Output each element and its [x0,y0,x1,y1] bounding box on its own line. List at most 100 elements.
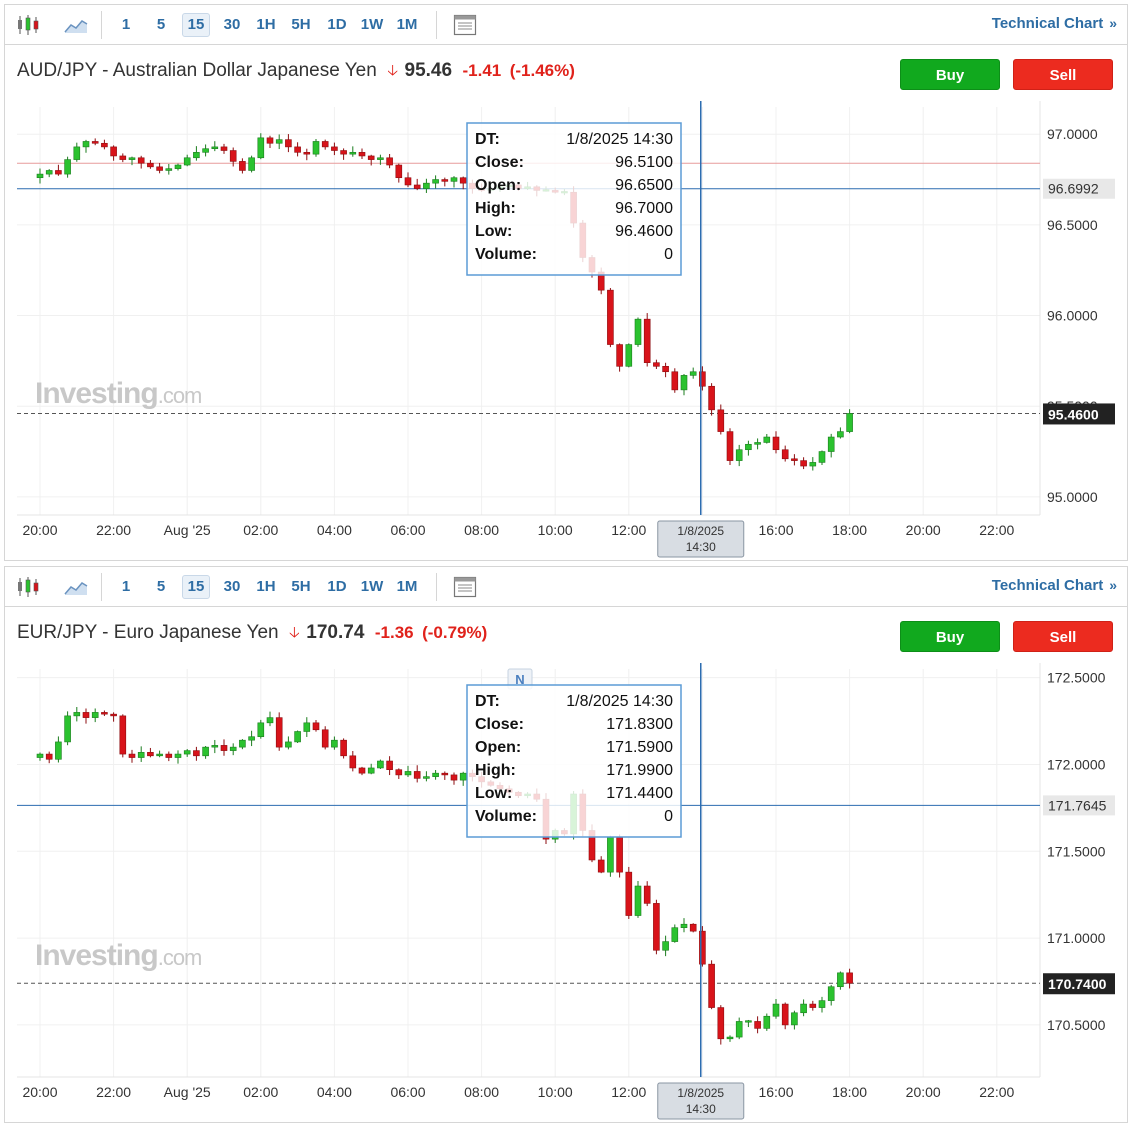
crosshair-time-box [657,520,745,558]
area-chart-icon[interactable] [63,575,89,599]
candle-body [248,157,255,171]
area-chart-icon[interactable] [63,13,89,37]
candle-body [745,443,752,451]
interval-15[interactable]: 15 [182,575,210,599]
crosshair-price-label: 171.7645 [1048,797,1107,813]
candle-body [625,871,633,916]
instrument-change-pct: (-0.79%) [422,623,488,642]
candle-body [110,713,117,717]
x-tick-label: 18:00 [832,1084,867,1100]
candle-body [82,141,90,148]
candle-body [202,148,209,153]
candlestick-chart[interactable]: Investing.com97.000096.500096.000095.500… [5,101,1127,561]
candle-body [275,717,283,748]
candle-body [726,431,734,461]
technical-chart-link[interactable]: Technical Chart » [992,15,1117,32]
candle-body [708,963,715,1008]
instrument-change: -1.36 [374,623,414,642]
candle-body [248,736,255,741]
candle-body [395,769,403,776]
candle-body [827,986,835,1001]
last-price-label: 170.7400 [1048,976,1107,992]
interval-5[interactable]: 5 [156,578,166,595]
interval-1m[interactable]: 1M [396,16,418,33]
candle-body [459,772,467,781]
interval-5h[interactable]: 5H [291,578,311,595]
candle-body [846,972,853,984]
buy-button[interactable]: Buy [900,59,1000,90]
tooltip-row-value: 0 [664,808,673,825]
last-price-box [1043,403,1115,425]
buy-button[interactable]: Buy [900,621,1000,652]
x-tick-label: 22:00 [96,1084,131,1100]
candle-body [699,930,706,965]
candle-body [616,344,623,367]
candle-body [36,173,44,179]
interval-1m[interactable]: 1M [396,578,418,595]
candle-body [165,753,173,758]
candle-body [450,774,458,781]
candle-body [432,179,439,184]
candle-body [119,715,127,755]
candle-body [643,318,651,363]
candlestick-chart[interactable]: Investing.com 172.5000 172.0000 171.5000 171… [5,663,1127,1123]
candle-body [386,760,393,770]
technical-chart-link[interactable]: Technical Chart » [992,577,1117,594]
candle-body [386,157,393,166]
candle-body [331,146,338,151]
x-tick-label: 04:00 [317,522,352,538]
y-tick-label: 97.0000 [1047,126,1098,142]
interval-1h[interactable]: 1H [256,578,276,595]
x-tick-label: 16:00 [758,1084,793,1100]
candle-body [147,162,154,168]
instrument-change-pct: (-1.46%) [509,61,575,80]
instrument-price: 95.46 [404,60,453,81]
candle-body [73,146,81,160]
chart-settings-icon[interactable] [452,13,478,37]
crosshair-time-box [657,1082,745,1120]
tooltip-row-value: 96.4600 [615,223,673,240]
candle-body [763,436,771,443]
interval-5h[interactable]: 5H [291,16,311,33]
candle-body [450,177,458,182]
interval-1[interactable]: 1 [121,578,131,595]
candle-body [597,859,605,873]
candle-body [156,166,163,171]
tooltip-row-value: 171.8300 [606,716,673,733]
interval-1[interactable]: 1 [121,16,131,33]
candle-body [64,159,71,175]
x-tick-label: 16:00 [758,522,793,538]
candle-body [653,362,660,367]
interval-30[interactable]: 30 [223,16,241,33]
interval-1d[interactable]: 1D [327,16,347,33]
x-tick-label: 20:00 [22,1084,57,1100]
ohlc-tooltip [466,122,682,276]
candle-body [423,776,430,779]
candle-body [441,772,449,776]
candle-body [82,712,90,718]
x-tick-label: 22:00 [96,522,131,538]
interval-1h[interactable]: 1H [256,16,276,33]
sell-button[interactable]: Sell [1013,621,1113,652]
candle-body [699,371,706,387]
interval-1w[interactable]: 1W [360,578,384,595]
crosshair-price-box [1043,178,1115,199]
interval-1w[interactable]: 1W [360,16,384,33]
interval-1d[interactable]: 1D [327,578,347,595]
candle-body [662,366,669,373]
candlestick-chart-icon[interactable] [15,13,41,37]
candle-body [837,972,844,988]
y-tick-label: 172.0000 [1047,756,1106,772]
candlestick-chart-icon[interactable] [15,575,41,599]
candle-body [340,150,347,155]
interval-5[interactable]: 5 [156,16,166,33]
candle-body [680,375,688,391]
sell-button[interactable]: Sell [1013,59,1113,90]
x-tick-label: 10:00 [538,1084,573,1100]
tooltip-row-value: 96.5100 [615,154,673,171]
candle-body [128,753,136,758]
chart-settings-icon[interactable] [452,575,478,599]
candle-body [101,142,108,148]
interval-30[interactable]: 30 [223,578,241,595]
interval-15[interactable]: 15 [182,13,210,37]
